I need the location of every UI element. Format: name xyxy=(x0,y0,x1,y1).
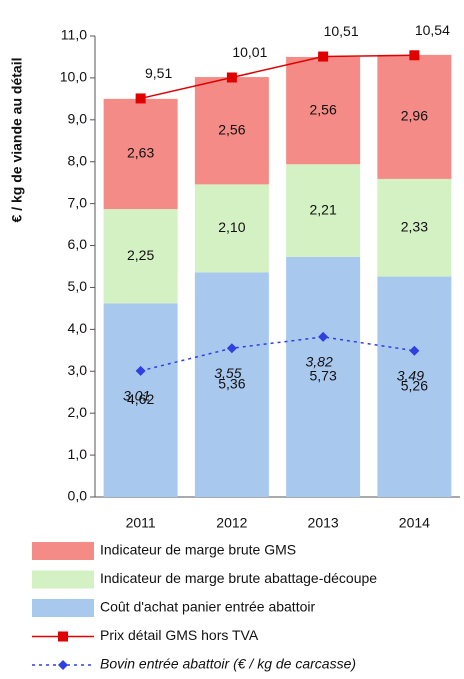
y-tick-label: 11,0 xyxy=(61,27,87,43)
line xyxy=(140,54,415,100)
bar-segment xyxy=(377,178,452,277)
bar-segment xyxy=(194,272,269,497)
bar-value-label: 2,96 xyxy=(401,108,428,124)
bar-segment xyxy=(377,276,452,497)
y-tick-label: 2,0 xyxy=(68,404,88,420)
line-marker xyxy=(318,331,329,342)
line-marker xyxy=(226,72,237,83)
line-value-label: 10,54 xyxy=(415,22,450,38)
line-marker xyxy=(318,51,329,62)
bar-segment xyxy=(194,77,269,185)
y-tick-label: 1,0 xyxy=(68,446,88,462)
line-marker xyxy=(135,365,146,376)
bar-value-label: 2,63 xyxy=(127,145,154,161)
x-tick-label: 2014 xyxy=(399,515,430,531)
bar-value-label: 2,33 xyxy=(401,218,428,234)
bar-value-label: 4,62 xyxy=(127,391,154,407)
bar-value-label: 2,56 xyxy=(310,101,337,117)
y-tick-label: 10,0 xyxy=(60,69,87,85)
line-value-label: 3,82 xyxy=(306,354,333,370)
line-value-label: 3,55 xyxy=(214,365,241,381)
legend-swatch xyxy=(32,542,94,560)
line-marker xyxy=(409,50,420,61)
y-tick-label: 7,0 xyxy=(68,194,88,210)
bar-value-label: 2,25 xyxy=(127,247,154,263)
y-tick-label: 3,0 xyxy=(68,362,88,378)
y-axis-label: € / kg de viande au détail xyxy=(9,58,25,223)
line-value-label: 10,51 xyxy=(324,23,359,39)
legend-swatch xyxy=(32,599,94,617)
legend-marker xyxy=(58,631,68,642)
line-value-label: 3,01 xyxy=(123,388,150,404)
legend-label: Indicateur de marge brute GMS xyxy=(100,542,296,558)
x-tick-label: 2013 xyxy=(308,515,339,531)
y-tick-label: 4,0 xyxy=(68,320,88,336)
bar-segment xyxy=(103,303,178,497)
bar-value-label: 2,10 xyxy=(218,219,245,235)
bar-segment xyxy=(194,184,269,273)
line-value-label: 10,01 xyxy=(232,44,267,60)
legend-label: Coût d'achat panier entrée abattoir xyxy=(100,599,315,615)
legend-label: Prix détail GMS hors TVA xyxy=(100,627,259,643)
y-tick-label: 5,0 xyxy=(68,278,88,294)
bar-segment xyxy=(377,54,452,179)
y-tick-label: 9,0 xyxy=(68,111,88,127)
legend-label: Bovin entrée abattoir (€ / kg de carcass… xyxy=(100,656,356,672)
line-value-label: 3,49 xyxy=(397,367,424,383)
bar-segment xyxy=(103,98,178,210)
y-tick-label: 8,0 xyxy=(68,152,88,168)
bar-value-label: 2,56 xyxy=(218,121,245,137)
bar-segment xyxy=(286,256,361,497)
x-tick-label: 2012 xyxy=(216,515,247,531)
x-tick-label: 2011 xyxy=(126,515,156,531)
legend-marker xyxy=(58,660,68,670)
bar-value-label: 5,36 xyxy=(218,375,245,391)
line-marker xyxy=(135,93,146,104)
y-tick-label: 6,0 xyxy=(68,236,88,252)
line-marker xyxy=(409,345,420,356)
bar-segment xyxy=(103,209,178,304)
line xyxy=(140,336,415,372)
bar-segment xyxy=(286,56,361,165)
y-tick-label: 0,0 xyxy=(68,488,88,504)
legend-label: Indicateur de marge brute abattage-décou… xyxy=(100,570,377,586)
bar-segment xyxy=(286,164,361,257)
bar-value-label: 5,73 xyxy=(310,368,337,384)
bar-value-label: 2,21 xyxy=(310,201,337,217)
bar-value-label: 5,26 xyxy=(401,377,428,393)
line-value-label: 9,51 xyxy=(145,65,172,81)
legend-swatch xyxy=(32,570,94,589)
line-marker xyxy=(226,343,237,354)
